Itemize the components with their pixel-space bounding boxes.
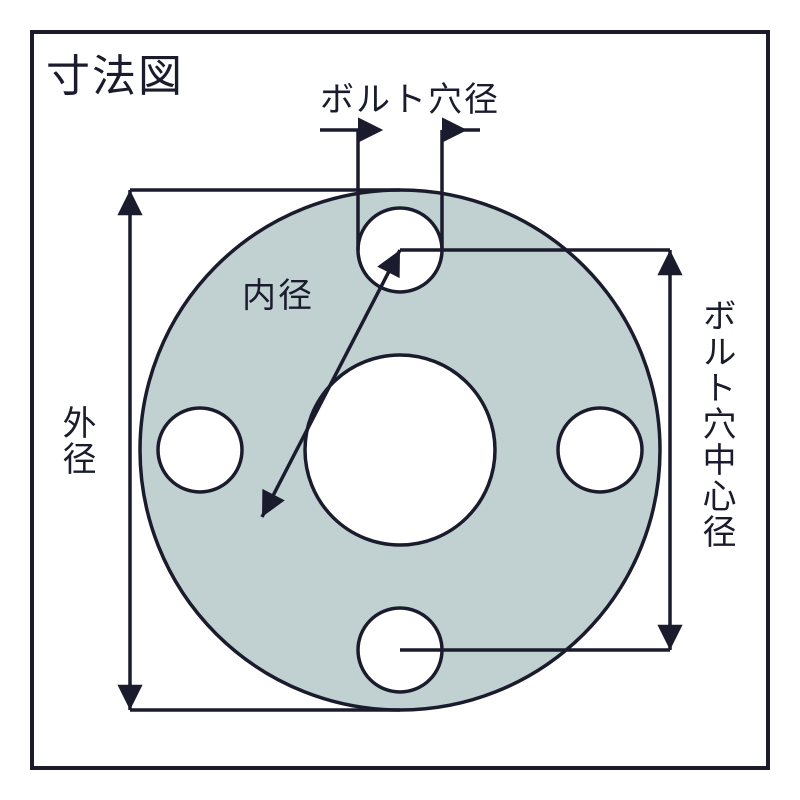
label-bolt-circle-dia: ボルト穴中心径: [692, 298, 741, 550]
label-inner-dia: 内径: [242, 268, 314, 317]
inner-circle: [305, 355, 495, 545]
diagram-svg: [30, 30, 770, 770]
bolt-hole-right: [558, 408, 642, 492]
flange-body: [140, 190, 660, 710]
bolt-hole-left: [158, 408, 242, 492]
label-outer-dia: 外径: [52, 405, 101, 477]
label-bolt-hole-dia: ボルト穴径: [320, 72, 500, 121]
